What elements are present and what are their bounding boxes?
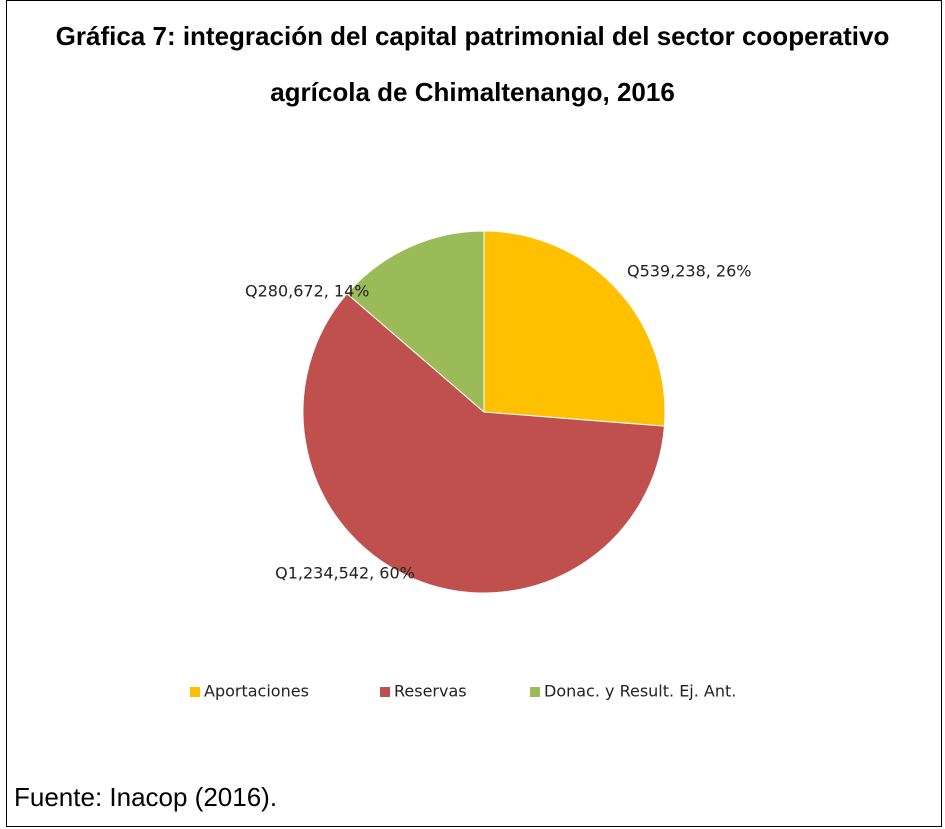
title-block: Gráfica 7: integración del capital patri… — [0, 8, 945, 120]
frame — [6, 0, 942, 827]
legend-swatch — [380, 687, 390, 697]
data-label: Q1,234,542, 60% — [275, 564, 415, 583]
source-note: Fuente: Inacop (2016). — [14, 782, 278, 812]
pie-slice — [346, 230, 485, 414]
legend-label: Aportaciones — [204, 682, 309, 701]
legend-swatch — [190, 687, 200, 697]
pie-slice — [483, 230, 666, 427]
pie-slice — [302, 292, 665, 594]
legend-swatch — [530, 687, 540, 697]
legend-label: Donac. y Result. Ej. Ant. — [544, 682, 736, 701]
chart-title: Gráfica 7: integración del capital patri… — [55, 21, 890, 107]
legend-label: Reservas — [394, 682, 467, 701]
data-label: Q539,238, 26% — [627, 262, 752, 281]
data-label: Q280,672, 14% — [245, 282, 370, 301]
